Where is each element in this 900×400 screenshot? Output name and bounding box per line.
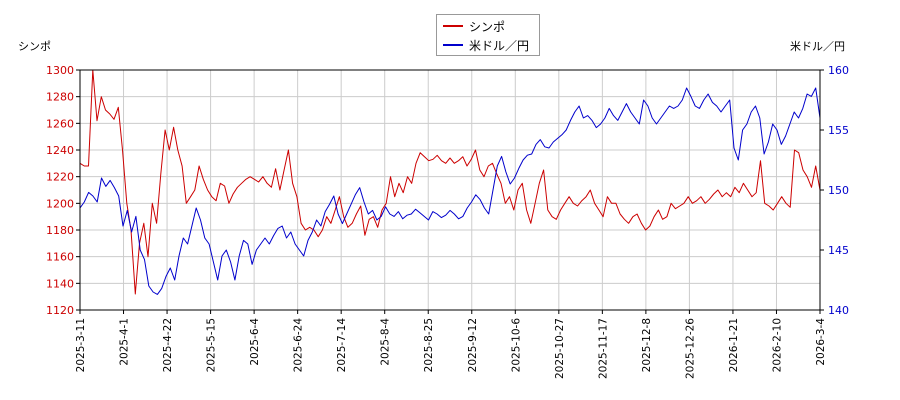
x-tick-label: 2025-8-4 xyxy=(380,318,392,366)
x-tick-label: 2025-5-15 xyxy=(206,318,218,372)
left-tick-label: 1280 xyxy=(46,91,74,104)
legend-label-series1: シンポ xyxy=(469,19,506,34)
left-tick-label: 1240 xyxy=(46,144,74,157)
left-tick-label: 1120 xyxy=(46,304,74,317)
x-tick-label: 2025-7-14 xyxy=(336,318,348,373)
x-tick-label: 2025-4-1 xyxy=(119,318,131,366)
x-tick-label: 2026-2-10 xyxy=(771,318,783,372)
x-tick-label: 2025-10-27 xyxy=(554,318,566,379)
x-axis-ticks: 2025-3-11 2025-4-1 2025-4-22 2025-5-15 2025-… xyxy=(75,310,827,379)
x-tick-label: 2025-11-17 xyxy=(597,318,609,379)
left-tick-label: 1200 xyxy=(46,197,74,210)
left-tick-label: 1220 xyxy=(46,171,74,184)
legend-swatch-blue xyxy=(443,44,463,46)
left-tick-label: 1160 xyxy=(46,251,74,264)
right-tick-label: 145 xyxy=(828,244,849,257)
series-lines xyxy=(79,69,821,295)
x-tick-label: 2025-3-11 xyxy=(75,318,87,372)
x-tick-label: 2025-9-12 xyxy=(467,318,479,372)
legend: シンポ 米ドル／円 xyxy=(436,14,540,56)
right-tick-label: 150 xyxy=(828,184,849,197)
legend-label-series2: 米ドル／円 xyxy=(469,38,530,53)
x-tick-label: 2026-3-4 xyxy=(815,318,827,366)
x-tick-label: 2025-12-8 xyxy=(641,318,653,372)
left-tick-label: 1180 xyxy=(46,224,74,237)
left-tick-label: 1300 xyxy=(46,64,74,77)
x-tick-label: 2025-8-25 xyxy=(423,318,435,372)
right-axis-title: 米ドル／円 xyxy=(790,40,845,53)
x-tick-label: 2025-10-6 xyxy=(510,318,522,373)
legend-item-series1: シンポ xyxy=(443,18,505,34)
left-tick-label: 1140 xyxy=(46,277,74,290)
x-tick-label: 2025-6-4 xyxy=(249,318,261,366)
series-line-2 xyxy=(79,87,821,295)
legend-item-series2: 米ドル／円 xyxy=(443,37,529,53)
right-tick-label: 160 xyxy=(828,64,849,77)
x-tick-label: 2025-6-24 xyxy=(293,318,305,373)
x-tick-label: 2025-4-22 xyxy=(162,318,174,372)
grid xyxy=(79,69,821,311)
legend-swatch-red xyxy=(443,25,463,27)
right-tick-label: 155 xyxy=(828,124,849,137)
left-axis-ticks: 1120 1140 1160 1180 1200 1220 1240 1260 1280 1300 xyxy=(46,64,80,317)
right-tick-label: 140 xyxy=(828,304,849,317)
series-line-1 xyxy=(79,69,821,295)
left-axis-title: シンポ xyxy=(18,40,51,53)
x-tick-label: 2025-12-26 xyxy=(684,318,696,379)
left-tick-label: 1260 xyxy=(46,117,74,130)
right-axis-ticks: 140 145 150 155 160 xyxy=(820,64,849,317)
x-tick-label: 2026-1-21 xyxy=(728,318,740,372)
plot-area xyxy=(79,69,821,311)
plot-frame xyxy=(79,69,821,311)
